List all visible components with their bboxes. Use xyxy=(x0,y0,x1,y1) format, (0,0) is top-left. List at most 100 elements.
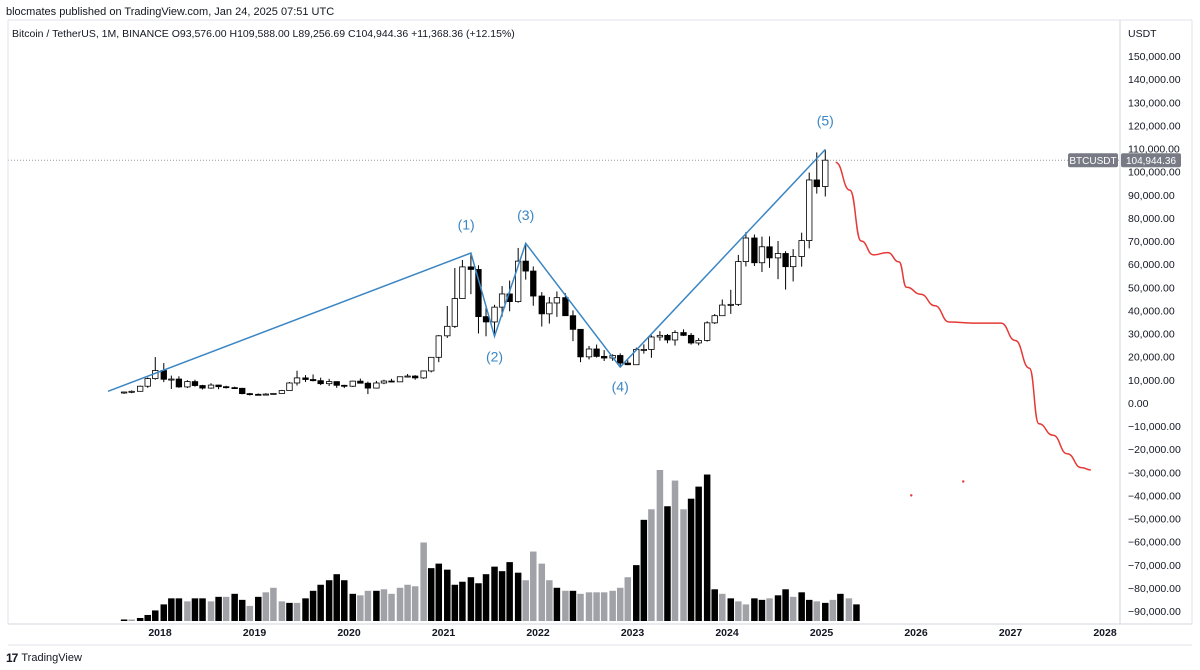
candle-body xyxy=(758,246,766,264)
volume-bar xyxy=(585,592,593,621)
candle-body xyxy=(727,303,734,306)
y-tick-label: −60,000.00 xyxy=(1128,537,1181,549)
volume-bar xyxy=(829,599,837,621)
x-tick-label: 2022 xyxy=(526,627,550,639)
symbol-tag-bg xyxy=(1068,153,1118,168)
candle-body xyxy=(569,315,577,330)
candle-body xyxy=(735,261,742,305)
candle-body xyxy=(640,349,647,351)
y-tick-label: 140,000.00 xyxy=(1128,74,1181,86)
candle-body xyxy=(617,355,624,364)
volume-bar xyxy=(152,610,159,621)
volume-bar xyxy=(600,592,608,621)
tradingview-logo-icon: 17 xyxy=(6,651,18,665)
candle-body xyxy=(199,385,206,389)
candle-body xyxy=(806,179,813,241)
volume-bar xyxy=(593,592,600,621)
currency-label: USDT xyxy=(1128,28,1157,40)
volume-bar xyxy=(758,599,766,621)
elliott-wave: (1) (2) (3) (4) (5) xyxy=(107,112,834,394)
symbol-name: Bitcoin / TetherUS, 1M, BINANCE xyxy=(12,28,169,40)
publish-info: blocmates published on TradingView.com, … xyxy=(6,6,335,18)
candle-body xyxy=(128,390,135,393)
volume-bar xyxy=(837,593,844,621)
candle-body xyxy=(239,387,246,395)
volume-bar xyxy=(798,592,805,621)
volume-bar xyxy=(616,587,624,621)
candle-body xyxy=(742,237,750,262)
volume-bar xyxy=(553,587,561,621)
volume-bar xyxy=(506,562,513,621)
candle-body xyxy=(168,378,175,381)
candle-body xyxy=(624,362,631,366)
volume-bar xyxy=(325,580,333,621)
volume-bar xyxy=(309,590,317,621)
candle-body xyxy=(546,302,553,315)
candle-body xyxy=(553,297,561,304)
volume-bar xyxy=(215,596,222,621)
x-tick-label: 2024 xyxy=(715,627,739,639)
brand-name: TradingView xyxy=(21,652,82,664)
candle-body xyxy=(428,356,435,372)
y-tick-label: −30,000.00 xyxy=(1128,467,1181,479)
candle-body xyxy=(530,270,537,297)
y-tick-label: 60,000.00 xyxy=(1128,259,1175,271)
volume-bar xyxy=(577,593,584,621)
volume-bar xyxy=(751,598,758,621)
y-tick-label: −50,000.00 xyxy=(1128,514,1181,526)
candle-body xyxy=(373,382,380,389)
volume-bar xyxy=(333,574,340,621)
candle-body xyxy=(380,380,388,384)
tradingview-footer[interactable]: 17 TradingView xyxy=(6,651,82,665)
candle-body xyxy=(593,348,600,357)
candle-body xyxy=(435,335,442,358)
volume-bar xyxy=(695,486,702,621)
volume-bars xyxy=(120,470,860,621)
candle-body xyxy=(704,322,711,341)
volume-bar xyxy=(404,584,411,621)
volume-bar xyxy=(136,617,144,621)
candle-body xyxy=(774,253,782,259)
volume-bar xyxy=(160,604,168,621)
x-tick-label: 2018 xyxy=(148,627,172,639)
candle-body xyxy=(822,159,829,187)
candle-body xyxy=(137,385,144,392)
candle-body xyxy=(562,297,569,317)
candle-body xyxy=(766,246,773,259)
volume-bar xyxy=(231,593,238,621)
x-tick-label: 2020 xyxy=(337,627,361,639)
candle-body xyxy=(302,377,309,380)
volume-bar xyxy=(680,509,687,621)
volume-bar xyxy=(562,590,569,621)
y-tick-label: 130,000.00 xyxy=(1128,97,1181,109)
volume-bar xyxy=(388,593,395,621)
volume-bar xyxy=(459,581,466,621)
candle-body xyxy=(498,293,506,308)
volume-bar xyxy=(491,566,498,621)
candle-body xyxy=(538,295,545,315)
y-tick-label: −80,000.00 xyxy=(1128,583,1181,595)
volume-bar xyxy=(546,580,553,621)
volume-bar xyxy=(120,619,128,621)
candle-body xyxy=(364,382,372,389)
candle-body xyxy=(222,386,230,389)
x-tick-label: 2021 xyxy=(432,627,456,639)
volume-bar xyxy=(782,589,789,621)
x-tick-label: 2023 xyxy=(621,627,645,639)
volume-bar xyxy=(822,602,829,621)
volume-bar xyxy=(144,614,151,621)
candle-body xyxy=(246,393,253,396)
y-tick-label: 120,000.00 xyxy=(1128,120,1181,132)
candle-body xyxy=(231,387,238,390)
volume-bar xyxy=(538,563,546,621)
candle-body xyxy=(333,381,340,386)
volume-bar xyxy=(255,596,262,621)
candle-body xyxy=(648,336,655,350)
candle-body xyxy=(751,237,758,264)
projection-dot xyxy=(910,494,913,497)
volume-bar xyxy=(373,590,380,621)
volume-bar xyxy=(853,604,860,621)
volume-bar xyxy=(128,619,135,621)
y-tick-label: 150,000.00 xyxy=(1128,51,1181,63)
